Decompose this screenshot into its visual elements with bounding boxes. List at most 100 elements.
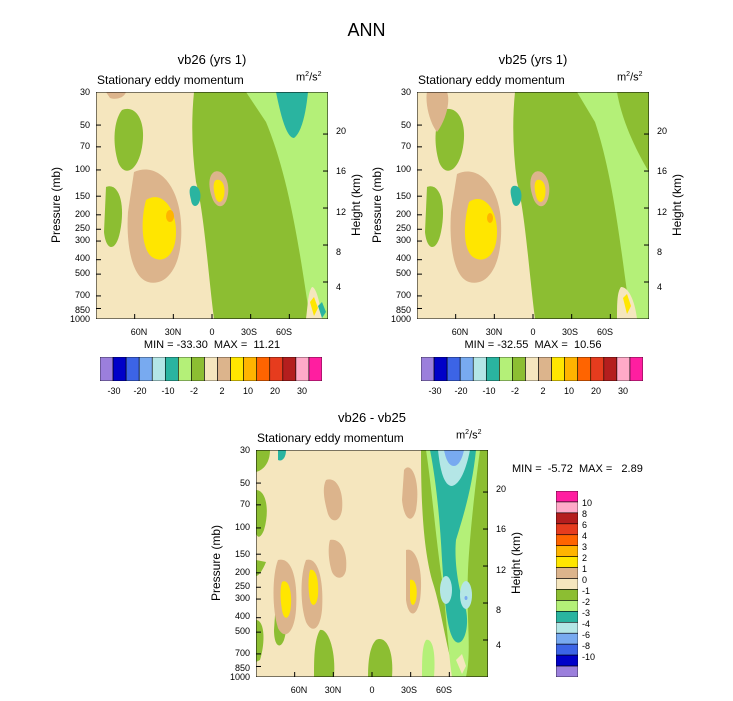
colorbar-swatch xyxy=(420,356,435,382)
colorbar-swatch xyxy=(217,356,231,382)
colorbar-swatch xyxy=(112,356,127,382)
panel2-colorbar-label: 20 xyxy=(590,386,601,396)
panel2-y2-tick-label: 8 xyxy=(657,247,663,257)
colorbar-swatch xyxy=(603,356,618,382)
panel3-y-tick-label: 500 xyxy=(234,626,250,636)
panel3-y2-tick-label: 12 xyxy=(496,565,507,575)
panel3-units: m2/s2 xyxy=(456,429,482,442)
panel3-x-tick-label: 60N xyxy=(290,685,308,695)
panel3-colorbar-label: -4 xyxy=(582,619,591,629)
panel1-x-tick-label: 30S xyxy=(240,327,257,337)
colorbar-swatch xyxy=(555,501,579,514)
panel2-y2-tick-label: 12 xyxy=(657,207,668,217)
colorbar-swatch xyxy=(555,665,579,678)
colorbar-swatch xyxy=(555,534,579,547)
panel1-y2-tick-label: 16 xyxy=(336,166,347,176)
panel2-x-tick-label: 0 xyxy=(530,327,536,337)
panel3-colorbar-label: 6 xyxy=(582,520,588,530)
panel1-y-tick-label: 70 xyxy=(79,141,90,151)
panel3-y2-tick-label: 8 xyxy=(496,605,502,615)
panel1-contour-plot xyxy=(95,91,329,320)
panel3-contour-plot xyxy=(255,449,489,678)
panel1-y-tick-label: 1000 xyxy=(69,314,90,324)
panel3-y-tick-label: 50 xyxy=(239,478,250,488)
colorbar-swatch xyxy=(433,356,448,382)
panel1-colorbar-labels: -30 -20 -10 -2 2 10 20 30 xyxy=(100,386,322,398)
panel1-y-tick-label: 500 xyxy=(74,268,90,278)
colorbar-swatch xyxy=(459,356,474,382)
colorbar-swatch xyxy=(485,356,500,382)
panel1-colorbar-label: 2 xyxy=(219,386,225,396)
panel3-colorbar-label: 4 xyxy=(582,531,588,541)
panel2-colorbar-swatches xyxy=(420,356,644,382)
panel2-colorbar xyxy=(420,356,644,386)
panel1-y2-tick-label: 8 xyxy=(336,247,342,257)
panel3-colorbar-label: -8 xyxy=(582,641,591,651)
colorbar-swatch xyxy=(178,356,192,382)
panel1-colorbar-label: -30 xyxy=(107,386,121,396)
panel2-y2-tick-label: 20 xyxy=(657,126,668,136)
panel2-colorbar-label: 10 xyxy=(563,386,574,396)
panel3-y-tick-label: 1000 xyxy=(229,672,250,682)
panel3-colorbar-label: 10 xyxy=(582,498,593,508)
colorbar-swatch xyxy=(151,356,166,382)
colorbar-swatch xyxy=(308,356,323,382)
panel2-colorbar-label: 2 xyxy=(540,386,546,396)
colorbar-swatch xyxy=(629,356,644,382)
panel2-y-tick-label: 500 xyxy=(395,268,411,278)
panel3-y-tick-label: 200 xyxy=(234,567,250,577)
colorbar-swatch xyxy=(138,356,153,382)
panel3-x-tick-label: 30S xyxy=(400,685,417,695)
panel2-min-max: MIN = -32.55 MAX = 10.56 xyxy=(464,339,602,351)
panel3-subtitle: Stationary eddy momentum xyxy=(257,431,404,445)
panel1-colorbar-label: 30 xyxy=(296,386,307,396)
panel2-y-tick-label: 250 xyxy=(395,223,411,233)
colorbar-swatch xyxy=(243,356,258,382)
panel3-y2-tick-label: 20 xyxy=(496,484,507,494)
panel1-x-tick-label: 60S xyxy=(275,327,292,337)
panel1-y-tick-label: 100 xyxy=(74,164,90,174)
panel3-colorbar-label: 3 xyxy=(582,542,588,552)
panel1-min-max: MIN = -33.30 MAX = 11.21 xyxy=(143,339,281,351)
panel1-colorbar-swatches xyxy=(99,356,323,382)
colorbar-swatch xyxy=(499,356,513,382)
colorbar-swatch xyxy=(555,556,579,568)
panel3-y-tick-label: 700 xyxy=(234,648,250,658)
panel1-colorbar-label: -10 xyxy=(161,386,175,396)
colorbar-swatch xyxy=(555,567,579,579)
panel1-y2-axis-label: Height (km) xyxy=(349,173,363,237)
panel2-x-tick-label: 60S xyxy=(596,327,613,337)
colorbar-swatch xyxy=(99,356,114,382)
panel2-y-tick-label: 300 xyxy=(395,235,411,245)
colorbar-swatch xyxy=(269,356,284,382)
panel1-y-axis-label: Pressure (mb) xyxy=(49,166,63,244)
colorbar-swatch xyxy=(295,356,310,382)
colorbar-swatch xyxy=(282,356,297,382)
panel2-y-tick-label: 70 xyxy=(400,141,411,151)
panel2-colorbar-label: 30 xyxy=(617,386,628,396)
panel1-x-tick-label: 30N xyxy=(164,327,182,337)
panel2-x-tick-label: 30S xyxy=(561,327,578,337)
panel2-y-tick-label: 850 xyxy=(395,305,411,315)
panel1-y2-tick-label: 4 xyxy=(336,282,342,292)
colorbar-swatch xyxy=(555,621,579,634)
panel1-y-tick-label: 300 xyxy=(74,235,90,245)
panel1-colorbar-label: 20 xyxy=(269,386,280,396)
panel3-y-tick-label: 400 xyxy=(234,611,250,621)
panel1-y-tick-label: 400 xyxy=(74,253,90,263)
panel1-units: m2/s2 xyxy=(296,71,322,84)
panel1-colorbar xyxy=(99,356,323,386)
panel2-y-axis-label: Pressure (mb) xyxy=(370,166,384,244)
panel1-y2-tick-label: 12 xyxy=(336,207,347,217)
panel3-plot-area xyxy=(255,449,489,678)
panel1-y-tick-label: 150 xyxy=(74,191,90,201)
colorbar-swatch xyxy=(555,643,579,656)
panel3-min-max: MIN = -5.72 MAX = 2.89 xyxy=(512,463,643,475)
colorbar-swatch xyxy=(555,654,579,667)
panel1-y-tick-label: 50 xyxy=(79,120,90,130)
panel3-y2-axis-label: Height (km) xyxy=(509,531,523,595)
panel2-y-tick-label: 400 xyxy=(395,253,411,263)
panel1-y-tick-label: 850 xyxy=(74,305,90,315)
colorbar-swatch xyxy=(191,356,205,382)
panel1-subtitle: Stationary eddy momentum xyxy=(97,73,244,87)
